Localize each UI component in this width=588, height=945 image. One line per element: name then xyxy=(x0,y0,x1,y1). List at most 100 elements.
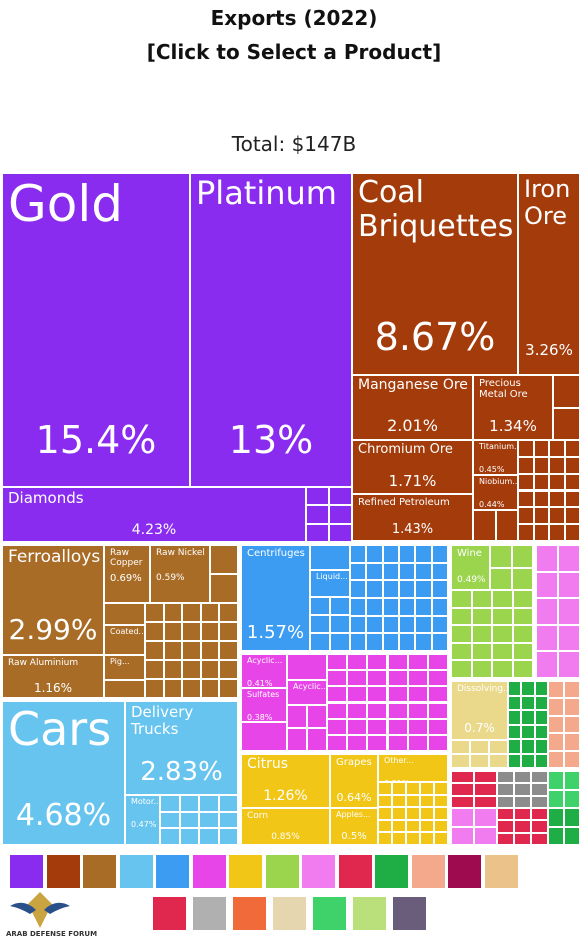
minor-tile[interactable] xyxy=(497,820,514,833)
minor-tile[interactable] xyxy=(512,590,533,608)
minor-tile[interactable] xyxy=(407,670,428,687)
minor-tile[interactable] xyxy=(306,523,329,542)
minor-tile[interactable] xyxy=(160,811,180,829)
minor-tile[interactable] xyxy=(558,651,580,678)
minor-tile[interactable] xyxy=(511,567,533,590)
minor-tile[interactable] xyxy=(347,654,368,671)
minor-tile[interactable] xyxy=(549,490,565,508)
tile[interactable]: Raw Aluminium 1.16% xyxy=(2,655,104,698)
minor-tile[interactable] xyxy=(382,562,399,581)
minor-tile[interactable] xyxy=(163,622,183,641)
minor-tile[interactable] xyxy=(514,820,531,833)
minor-tile[interactable] xyxy=(200,679,220,698)
minor-tile[interactable] xyxy=(564,715,580,734)
minor-tile[interactable] xyxy=(495,510,518,541)
minor-tile[interactable] xyxy=(306,505,329,524)
minor-tile[interactable] xyxy=(564,456,580,474)
minor-tile[interactable] xyxy=(564,698,580,716)
tile[interactable]: Diamonds 4.23% xyxy=(2,487,306,542)
minor-tile[interactable] xyxy=(415,580,432,598)
minor-tile[interactable] xyxy=(427,702,448,719)
minor-tile[interactable] xyxy=(564,473,580,491)
minor-tile[interactable] xyxy=(378,807,392,820)
minor-tile[interactable] xyxy=(514,783,531,796)
minor-tile[interactable] xyxy=(163,679,183,698)
minor-tile[interactable] xyxy=(399,545,416,563)
minor-tile[interactable] xyxy=(564,808,580,827)
minor-tile[interactable] xyxy=(160,795,180,812)
tile[interactable]: Other... 0.31% xyxy=(378,754,448,782)
minor-tile[interactable] xyxy=(415,545,432,563)
minor-tile[interactable] xyxy=(406,832,420,845)
minor-tile[interactable] xyxy=(521,739,535,754)
minor-tile[interactable] xyxy=(200,603,220,622)
minor-tile[interactable] xyxy=(179,795,199,812)
minor-tile[interactable] xyxy=(287,728,307,751)
minor-tile[interactable] xyxy=(406,782,420,795)
minor-tile[interactable] xyxy=(490,545,512,568)
minor-tile[interactable] xyxy=(366,580,383,598)
minor-tile[interactable] xyxy=(473,510,496,541)
minor-tile[interactable] xyxy=(534,695,548,710)
minor-tile[interactable] xyxy=(553,407,580,440)
minor-tile[interactable] xyxy=(200,660,220,679)
minor-tile[interactable] xyxy=(431,580,448,598)
minor-tile[interactable] xyxy=(427,718,448,735)
minor-tile[interactable] xyxy=(366,562,383,581)
minor-tile[interactable] xyxy=(330,597,350,615)
minor-tile[interactable] xyxy=(392,794,406,808)
minor-tile[interactable] xyxy=(492,660,513,678)
minor-tile[interactable] xyxy=(521,724,535,739)
minor-tile[interactable] xyxy=(145,603,164,622)
minor-tile[interactable] xyxy=(179,811,199,829)
minor-tile[interactable] xyxy=(378,794,392,808)
tile[interactable]: Chromium Ore 1.71% xyxy=(352,440,473,494)
minor-tile[interactable] xyxy=(367,734,388,751)
minor-tile[interactable] xyxy=(145,641,164,660)
minor-tile[interactable] xyxy=(350,580,367,598)
minor-tile[interactable] xyxy=(367,654,388,671)
minor-tile[interactable] xyxy=(518,490,534,508)
minor-tile[interactable] xyxy=(531,820,548,833)
minor-tile[interactable] xyxy=(218,811,238,829)
minor-tile[interactable] xyxy=(310,545,350,570)
minor-tile[interactable] xyxy=(531,808,548,821)
minor-tile[interactable] xyxy=(382,598,399,616)
minor-tile[interactable] xyxy=(471,590,492,608)
minor-tile[interactable] xyxy=(145,660,164,679)
minor-tile[interactable] xyxy=(549,473,565,491)
minor-tile[interactable] xyxy=(548,715,564,734)
minor-tile[interactable] xyxy=(531,795,548,808)
minor-tile[interactable] xyxy=(451,771,474,784)
sector-icon[interactable] xyxy=(313,897,346,930)
tile[interactable]: Manganese Ore 2.01% xyxy=(352,375,473,440)
minor-tile[interactable] xyxy=(508,724,522,739)
sector-icon[interactable] xyxy=(10,855,43,888)
minor-tile[interactable] xyxy=(327,654,348,671)
minor-tile[interactable] xyxy=(347,734,368,751)
minor-tile[interactable] xyxy=(471,625,492,643)
minor-tile[interactable] xyxy=(210,574,238,603)
minor-tile[interactable] xyxy=(492,590,513,608)
minor-tile[interactable] xyxy=(548,698,564,716)
minor-tile[interactable] xyxy=(534,710,548,725)
minor-tile[interactable] xyxy=(514,832,531,845)
minor-tile[interactable] xyxy=(366,615,383,634)
minor-tile[interactable] xyxy=(434,832,448,845)
minor-tile[interactable] xyxy=(497,783,514,796)
minor-tile[interactable] xyxy=(451,795,474,808)
minor-tile[interactable] xyxy=(392,819,406,833)
minor-tile[interactable] xyxy=(564,681,580,699)
minor-tile[interactable] xyxy=(474,795,497,808)
minor-tile[interactable] xyxy=(564,490,580,508)
minor-tile[interactable] xyxy=(434,807,448,820)
minor-tile[interactable] xyxy=(431,562,448,581)
tile[interactable]: Precious Metal Ore 1.34% xyxy=(473,375,553,440)
minor-tile[interactable] xyxy=(474,783,497,796)
tile[interactable]: Titanium... 0.45% xyxy=(473,440,518,475)
minor-tile[interactable] xyxy=(182,641,201,660)
minor-tile[interactable] xyxy=(431,633,448,651)
sector-icon[interactable] xyxy=(83,855,116,888)
minor-tile[interactable] xyxy=(489,754,508,768)
minor-tile[interactable] xyxy=(512,607,533,626)
